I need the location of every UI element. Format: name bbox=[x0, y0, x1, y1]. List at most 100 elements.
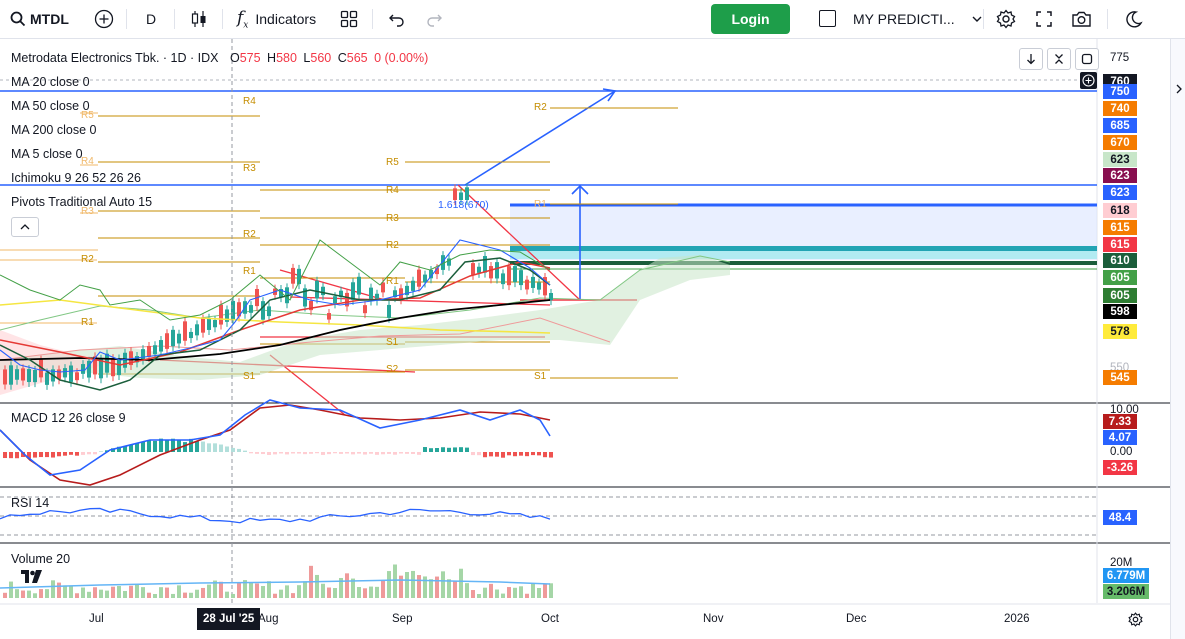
candle-body bbox=[111, 358, 115, 377]
macd-histogram-bar bbox=[195, 441, 199, 452]
support-band-top bbox=[510, 246, 1097, 251]
triangle-line[interactable] bbox=[457, 184, 581, 301]
collapse-pane-button[interactable] bbox=[1047, 48, 1071, 70]
trend-arrow-line[interactable] bbox=[464, 90, 616, 186]
macd-histogram-bar bbox=[543, 452, 547, 458]
time-axis-label: Dec bbox=[846, 613, 867, 625]
macd-histogram-bar bbox=[327, 452, 331, 455]
pivot-label: R4 bbox=[81, 156, 94, 167]
pivot-label: S2 bbox=[386, 364, 399, 375]
macd-histogram-bar bbox=[387, 452, 391, 454]
undo-icon bbox=[389, 14, 404, 27]
layout-name-button[interactable]: MY PREDICTI... bbox=[853, 0, 983, 38]
volume-pane[interactable] bbox=[0, 564, 553, 598]
macd-histogram-bar bbox=[381, 452, 385, 455]
compare-add-button[interactable] bbox=[94, 0, 114, 38]
time-axis-label: Aug bbox=[258, 613, 279, 625]
candle-body bbox=[531, 276, 535, 288]
login-button[interactable]: Login bbox=[711, 4, 790, 34]
volume-bar bbox=[543, 584, 547, 598]
pivot-label: R2 bbox=[243, 229, 256, 240]
undo-button[interactable] bbox=[388, 0, 406, 38]
cloud-span-b bbox=[0, 317, 611, 361]
chart-canvas[interactable] bbox=[0, 39, 1170, 639]
chevron-right-icon bbox=[1176, 84, 1182, 94]
time-axis-settings-button[interactable] bbox=[1128, 612, 1143, 632]
price-label: 610 bbox=[1103, 253, 1137, 268]
candle-body bbox=[333, 296, 337, 304]
candle-body bbox=[465, 187, 469, 200]
chart-type-button[interactable] bbox=[190, 0, 208, 38]
divider bbox=[1107, 9, 1108, 29]
macd-histogram-bar bbox=[303, 452, 307, 455]
macd-histogram-bar bbox=[357, 452, 361, 454]
macd-axis-zero: 0.00 bbox=[1110, 446, 1133, 458]
templates-button[interactable] bbox=[340, 0, 358, 38]
theme-toggle-button[interactable] bbox=[1125, 0, 1143, 38]
volume-bar bbox=[321, 583, 325, 598]
candle-body bbox=[339, 290, 343, 297]
volume-bar bbox=[339, 577, 343, 598]
volume-bar bbox=[141, 587, 145, 598]
interval-button[interactable]: D bbox=[146, 0, 156, 38]
layout-checkbox[interactable] bbox=[819, 10, 836, 27]
snapshot-button[interactable] bbox=[1071, 0, 1092, 38]
move-pane-down-button[interactable] bbox=[1019, 48, 1043, 70]
macd-histogram-bar bbox=[21, 452, 25, 457]
macd-legend[interactable]: MACD 12 26 close 9 bbox=[11, 411, 126, 425]
candle-body bbox=[543, 277, 547, 296]
macd-histogram-bar bbox=[471, 452, 475, 456]
divider bbox=[174, 9, 175, 29]
rsi-value: 48.4 bbox=[1103, 510, 1137, 525]
macd-histogram-bar bbox=[273, 452, 277, 455]
gear-icon bbox=[996, 9, 1016, 29]
collapse-legend-button[interactable] bbox=[11, 217, 39, 237]
macd-histogram-bar bbox=[81, 452, 85, 455]
maximize-pane-button[interactable] bbox=[1075, 48, 1099, 70]
divider bbox=[983, 9, 984, 29]
macd-histogram-bar bbox=[267, 452, 271, 455]
volume-bar bbox=[117, 586, 121, 598]
add-alert-button[interactable] bbox=[1080, 72, 1097, 89]
indicators-button[interactable]: fx Indicators bbox=[237, 0, 316, 38]
macd-line-value: 4.07 bbox=[1103, 430, 1137, 445]
volume-bar bbox=[225, 591, 229, 598]
ichimoku-legend[interactable]: Ichimoku 9 26 52 26 26 bbox=[11, 171, 141, 185]
fullscreen-button[interactable] bbox=[1035, 0, 1053, 38]
ma20-legend[interactable]: MA 20 close 0 bbox=[11, 75, 90, 89]
macd-histogram-bar bbox=[147, 440, 151, 452]
volume-bar bbox=[123, 590, 127, 598]
tradingview-logo[interactable] bbox=[20, 569, 44, 590]
pivots-legend[interactable]: Pivots Traditional Auto 15 bbox=[11, 195, 153, 209]
candle-body bbox=[441, 255, 445, 270]
volume-bar bbox=[501, 593, 505, 598]
candle-body bbox=[291, 267, 295, 284]
macd-histogram-bar bbox=[315, 452, 319, 454]
chart-area[interactable] bbox=[0, 39, 1170, 639]
price-label: 740 bbox=[1103, 101, 1137, 116]
macd-histogram-bar bbox=[3, 452, 7, 459]
rsi-legend[interactable]: RSI 14 bbox=[11, 496, 50, 510]
symbol-legend[interactable]: Metrodata Electronics Tbk. · 1D · IDX O5… bbox=[11, 51, 428, 65]
volume-bar bbox=[399, 575, 403, 598]
macd-histogram-bar bbox=[39, 452, 43, 458]
time-axis-label: Jul bbox=[89, 613, 104, 625]
tv-logo-icon bbox=[21, 570, 42, 583]
macd-pane[interactable] bbox=[0, 399, 553, 486]
ma50-legend[interactable]: MA 50 close 0 bbox=[11, 99, 90, 113]
macd-histogram-bar bbox=[477, 452, 481, 456]
settings-button[interactable] bbox=[996, 0, 1016, 38]
macd-histogram-bar bbox=[519, 452, 523, 456]
macd-histogram-bar bbox=[429, 448, 433, 452]
symbol-search-button[interactable]: MTDL bbox=[10, 0, 69, 38]
right-sidebar[interactable] bbox=[1170, 39, 1185, 639]
candle-body bbox=[405, 285, 409, 296]
candle-body bbox=[507, 266, 511, 286]
ma200-legend[interactable]: MA 200 close 0 bbox=[11, 123, 97, 137]
volume-bar bbox=[213, 580, 217, 598]
macd-histogram-bar bbox=[177, 440, 181, 452]
redo-button[interactable] bbox=[425, 0, 443, 38]
candle-body bbox=[9, 365, 13, 385]
ma5-legend[interactable]: MA 5 close 0 bbox=[11, 147, 83, 161]
volume-legend[interactable]: Volume 20 bbox=[11, 552, 71, 566]
